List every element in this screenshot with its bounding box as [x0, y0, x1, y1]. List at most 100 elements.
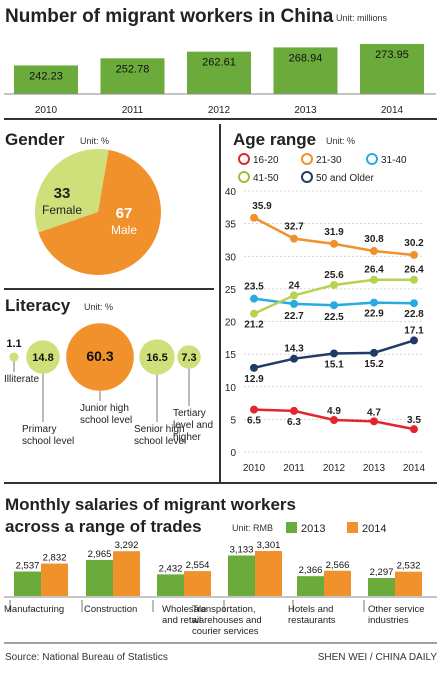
literacy-category-label: school level: [22, 436, 74, 447]
salary-bar: [157, 574, 184, 596]
salary-bar-value: 2,537: [16, 561, 40, 572]
salary-category-label: Other service: [368, 604, 425, 615]
salary-bar-value: 3,301: [257, 540, 281, 551]
literacy-title: Literacy: [5, 296, 71, 315]
salaries-title-line2: across a range of trades: [5, 517, 202, 536]
salary-category-label: restaurants: [288, 615, 336, 626]
salary-category-label: Transportation,: [192, 604, 256, 615]
age-x-tick: 2011: [283, 463, 305, 474]
salaries-unit-label: Unit: RMB: [232, 523, 273, 533]
age-data-label: 14.3: [284, 344, 304, 355]
workers-unit-label: Unit: millions: [336, 13, 388, 23]
salary-bar: [255, 550, 282, 596]
age-data-label: 15.2: [364, 359, 384, 370]
legend-label: 2014: [362, 523, 386, 535]
salaries-title-line1: Monthly salaries of migrant workers: [5, 495, 296, 514]
page-title: Number of migrant workers in China: [5, 6, 334, 27]
literacy-bubble: [9, 352, 19, 362]
age-data-label: 25.6: [324, 270, 344, 281]
age-data-label: 6.5: [247, 416, 261, 427]
gender-title: Gender: [5, 130, 65, 149]
legend-marker: [366, 153, 378, 165]
age-data-point: [290, 291, 298, 300]
literacy-bubble-value: 7.3: [181, 352, 196, 364]
age-y-tick: 15: [225, 350, 237, 361]
salary-category-label: warehouses and: [191, 615, 262, 626]
literacy-unit-label: Unit: %: [84, 302, 113, 312]
salary-category-label: Construction: [84, 604, 137, 615]
age-data-label: 12.9: [244, 374, 264, 385]
age-data-point: [290, 234, 298, 243]
age-data-point: [370, 348, 378, 357]
salary-category-label: courier services: [192, 626, 259, 637]
age-unit-label: Unit: %: [326, 136, 355, 146]
salary-bar: [395, 571, 422, 596]
age-y-tick: 20: [225, 318, 237, 329]
workers-bar-value: 262.61: [202, 57, 236, 69]
age-data-label: 22.7: [284, 311, 304, 322]
age-data-label: 24: [288, 280, 300, 291]
literacy-category-label: Senior high: [134, 424, 185, 435]
literacy-category-label: level and: [173, 420, 213, 431]
age-x-tick: 2010: [243, 463, 266, 474]
age-data-point: [330, 239, 338, 248]
literacy-category-label: school level: [80, 415, 132, 426]
age-data-point: [250, 363, 258, 372]
salary-bar: [228, 555, 255, 596]
literacy-bubble-value: 16.5: [146, 352, 167, 364]
gender-slice-male: [38, 149, 162, 275]
legend-label: 50 and Older: [316, 173, 374, 184]
salary-bar: [324, 570, 351, 596]
salary-category-label: Manufacturing: [4, 604, 64, 615]
salary-bar-value: 2,832: [43, 553, 67, 564]
workers-bar: [273, 47, 338, 94]
literacy-category-label: Tertiary: [173, 408, 206, 419]
age-y-tick: 30: [225, 252, 237, 263]
age-y-tick: 10: [225, 383, 237, 394]
salary-bar-value: 2,566: [326, 560, 350, 571]
workers-year-label: 2010: [35, 105, 58, 116]
salary-bar: [113, 551, 140, 596]
salaries-legend: 2013 2014: [286, 522, 386, 535]
workers-year-labels: 2010 2011 2012 2013 2014: [35, 105, 404, 116]
salary-bar: [86, 560, 113, 596]
legend-marker: [238, 153, 250, 165]
age-data-label: 3.5: [407, 415, 421, 426]
salary-bar-value: 3,292: [115, 540, 139, 551]
literacy-bubble-value: 1.1: [6, 338, 21, 350]
workers-year-label: 2012: [208, 105, 231, 116]
salary-bar: [297, 576, 324, 596]
gender-slice-female: [35, 148, 109, 233]
section-literacy: Literacy Unit: % 1.1 Illiterate 14.8 Primar…: [4, 296, 213, 447]
workers-year-label: 2014: [381, 105, 404, 116]
gender-slice-label: Male: [111, 223, 137, 237]
literacy-category-label: school level: [134, 436, 186, 447]
workers-bar: [360, 44, 424, 94]
age-data-label: 31.9: [324, 227, 344, 238]
salary-bar-value: 2,965: [88, 549, 112, 560]
age-data-label: 30.2: [404, 238, 424, 249]
age-data-point: [250, 294, 258, 303]
salary-bar: [368, 578, 395, 596]
age-data-point: [410, 425, 418, 434]
age-data-label: 22.5: [324, 312, 344, 323]
age-line-chart: 0 5 10 15 20 25 30 35 40 2010 2011 2012 2013 2014 6.5 6…: [225, 187, 426, 474]
workers-bar: [187, 51, 251, 94]
legend-marker: [301, 153, 313, 165]
salary-bar-value: 2,532: [397, 561, 421, 572]
salary-bar: [184, 571, 211, 596]
age-data-point: [290, 354, 298, 363]
age-y-tick: 5: [230, 415, 236, 426]
literacy-category-label: Junior high: [80, 403, 129, 414]
legend-label: 2013: [301, 523, 325, 535]
age-data-label: 22.8: [404, 309, 424, 320]
literacy-bubble: [26, 340, 60, 374]
salary-bar-value: 2,366: [299, 565, 323, 576]
section-salaries: Monthly salaries of migrant workers acro…: [4, 495, 437, 637]
workers-year-label: 2011: [122, 105, 144, 116]
legend-label: 41-50: [253, 173, 279, 184]
